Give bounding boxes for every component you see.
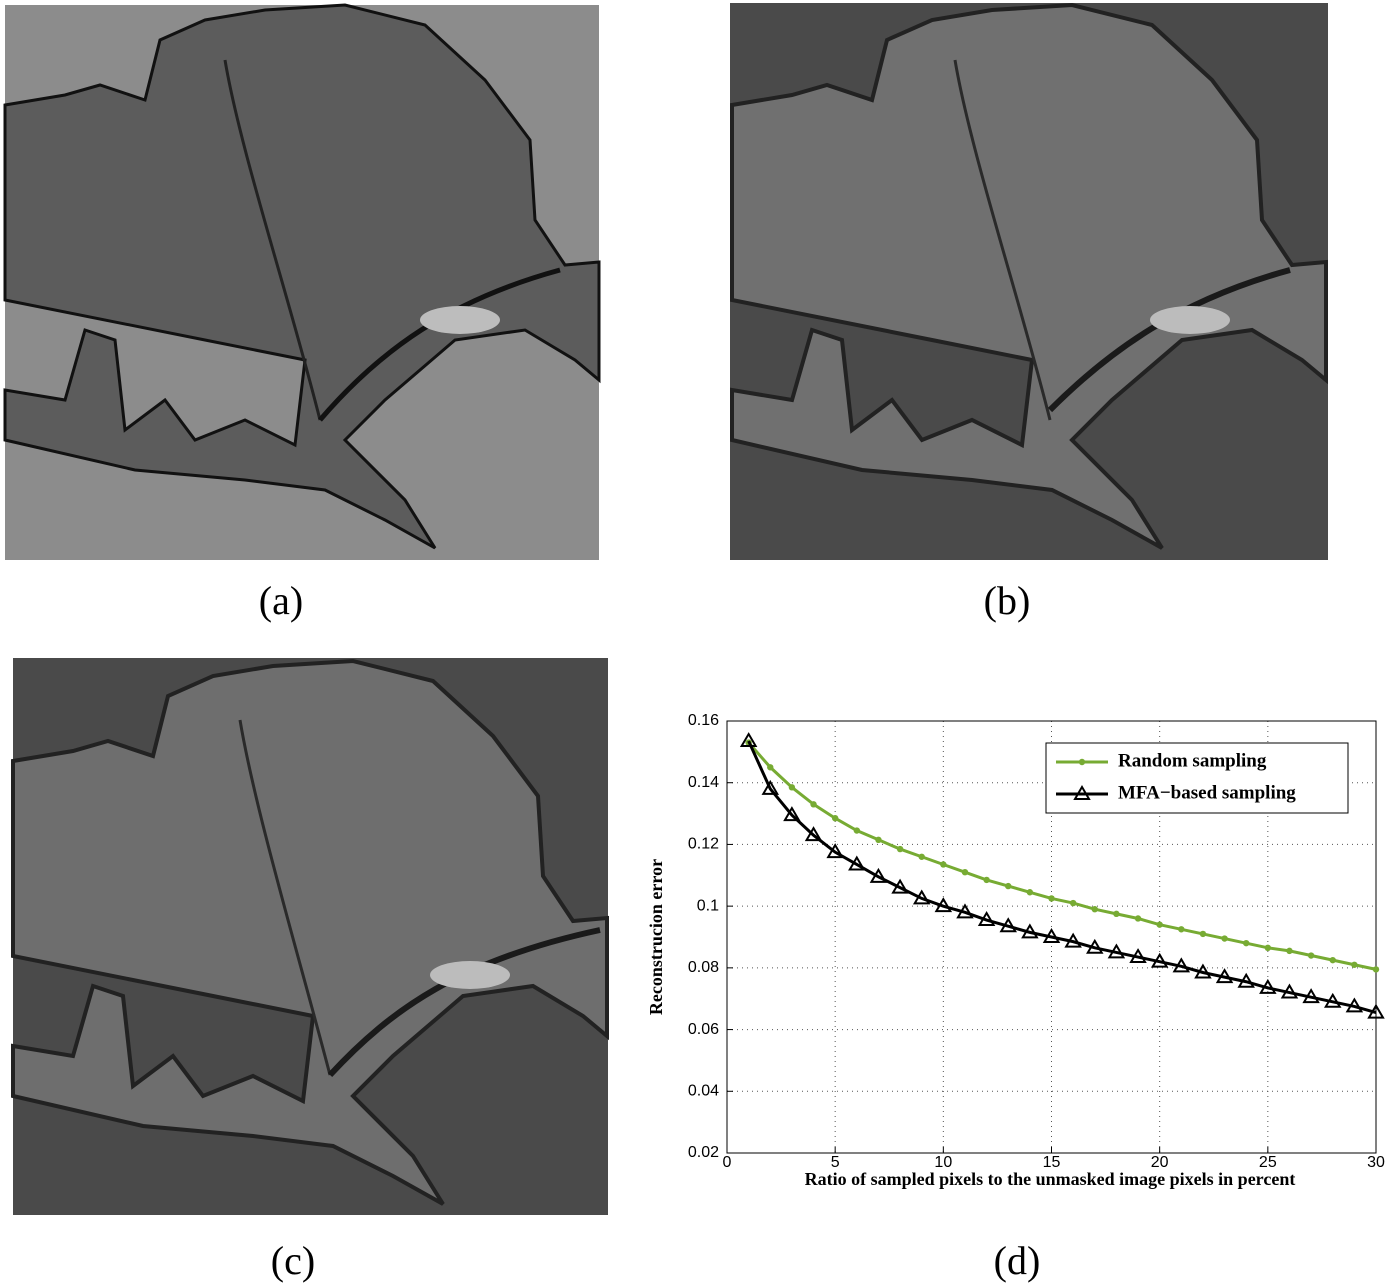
y-tick-label: 0.12	[688, 836, 719, 853]
data-point	[1372, 966, 1380, 973]
x-tick-label: 20	[1151, 1154, 1169, 1171]
data-point	[983, 876, 990, 884]
data-point	[1150, 952, 1169, 968]
data-point	[1048, 895, 1055, 902]
data-point	[875, 836, 882, 843]
data-point	[1042, 928, 1061, 943]
data-point	[999, 917, 1017, 933]
x-tick-label: 5	[831, 1154, 840, 1171]
legend-marker	[1078, 758, 1086, 766]
data-point	[783, 806, 801, 822]
data-point	[761, 779, 780, 795]
x-tick-label: 30	[1367, 1154, 1385, 1171]
image-b	[730, 3, 1328, 560]
image-c	[11, 658, 609, 1215]
data-point	[1237, 972, 1255, 988]
data-point	[977, 911, 996, 927]
data-point	[1156, 921, 1163, 928]
data-point	[896, 845, 904, 853]
y-tick-label: 0.04	[688, 1083, 719, 1100]
data-point	[1264, 944, 1272, 951]
data-point	[739, 732, 758, 748]
data-point	[869, 867, 888, 883]
legend-label: Random sampling	[1118, 750, 1267, 771]
data-point	[1259, 978, 1277, 994]
data-point	[1286, 947, 1293, 955]
caption: (d)	[994, 1238, 1041, 1283]
data-point	[1243, 939, 1250, 947]
legend-marker	[1073, 785, 1091, 800]
data-point	[1194, 963, 1212, 979]
data-point	[1351, 961, 1358, 968]
data-point	[1091, 906, 1098, 913]
data-point	[1086, 938, 1104, 954]
data-point	[1026, 889, 1034, 896]
data-point	[1113, 910, 1120, 918]
y-tick-label: 0.16	[688, 712, 719, 729]
data-point	[1221, 935, 1228, 942]
data-point	[826, 843, 844, 859]
y-axis-label: Reconstrucion error	[646, 859, 666, 1015]
data-point	[1367, 1003, 1385, 1019]
data-point	[848, 855, 866, 871]
image-a	[3, 3, 601, 560]
data-point	[1129, 948, 1147, 964]
y-tick-label: 0.14	[688, 774, 719, 791]
data-point	[1280, 983, 1299, 999]
y-tick-label: 0.02	[688, 1144, 719, 1161]
data-point	[767, 764, 774, 771]
data-point	[1172, 957, 1191, 973]
caption: (b)	[984, 578, 1031, 623]
legend-box	[1045, 742, 1349, 814]
data-point	[1323, 992, 1342, 1008]
data-point	[1134, 915, 1142, 922]
data-point	[1345, 997, 1364, 1013]
data-point	[912, 889, 931, 905]
data-point	[1021, 923, 1039, 939]
data-point	[956, 903, 974, 919]
caption: (c)	[271, 1238, 315, 1283]
data-point	[1307, 952, 1315, 959]
data-point	[1107, 943, 1126, 959]
x-tick-label: 15	[1043, 1154, 1061, 1171]
caption: (a)	[259, 578, 303, 623]
data-point	[853, 827, 860, 834]
x-tick-label: 10	[934, 1154, 952, 1171]
data-point	[1005, 882, 1012, 890]
data-point	[810, 801, 817, 808]
series-line	[747, 741, 1377, 971]
y-tick-label: 0.1	[697, 897, 719, 914]
x-axis-label: Ratio of sampled pixels to the unmasked …	[805, 1169, 1296, 1189]
data-point	[940, 861, 947, 868]
plot-frame	[726, 720, 1377, 1154]
data-point	[891, 878, 909, 894]
legend-label: MFA−based sampling	[1118, 782, 1296, 803]
data-point	[1215, 968, 1234, 984]
data-point	[788, 784, 796, 791]
data-point	[1199, 930, 1207, 938]
data-point	[831, 815, 839, 822]
x-tick-label: 0	[723, 1154, 732, 1171]
data-point	[1178, 926, 1185, 933]
data-point	[934, 897, 953, 913]
data-point	[804, 826, 823, 842]
data-point	[1329, 956, 1336, 964]
data-point	[1302, 988, 1320, 1004]
data-point	[918, 853, 925, 860]
y-tick-label: 0.08	[688, 959, 719, 976]
data-point	[1069, 899, 1077, 907]
data-point	[1064, 932, 1082, 948]
y-tick-label: 0.06	[688, 1021, 719, 1038]
x-tick-label: 25	[1259, 1154, 1277, 1171]
data-point	[961, 869, 969, 876]
